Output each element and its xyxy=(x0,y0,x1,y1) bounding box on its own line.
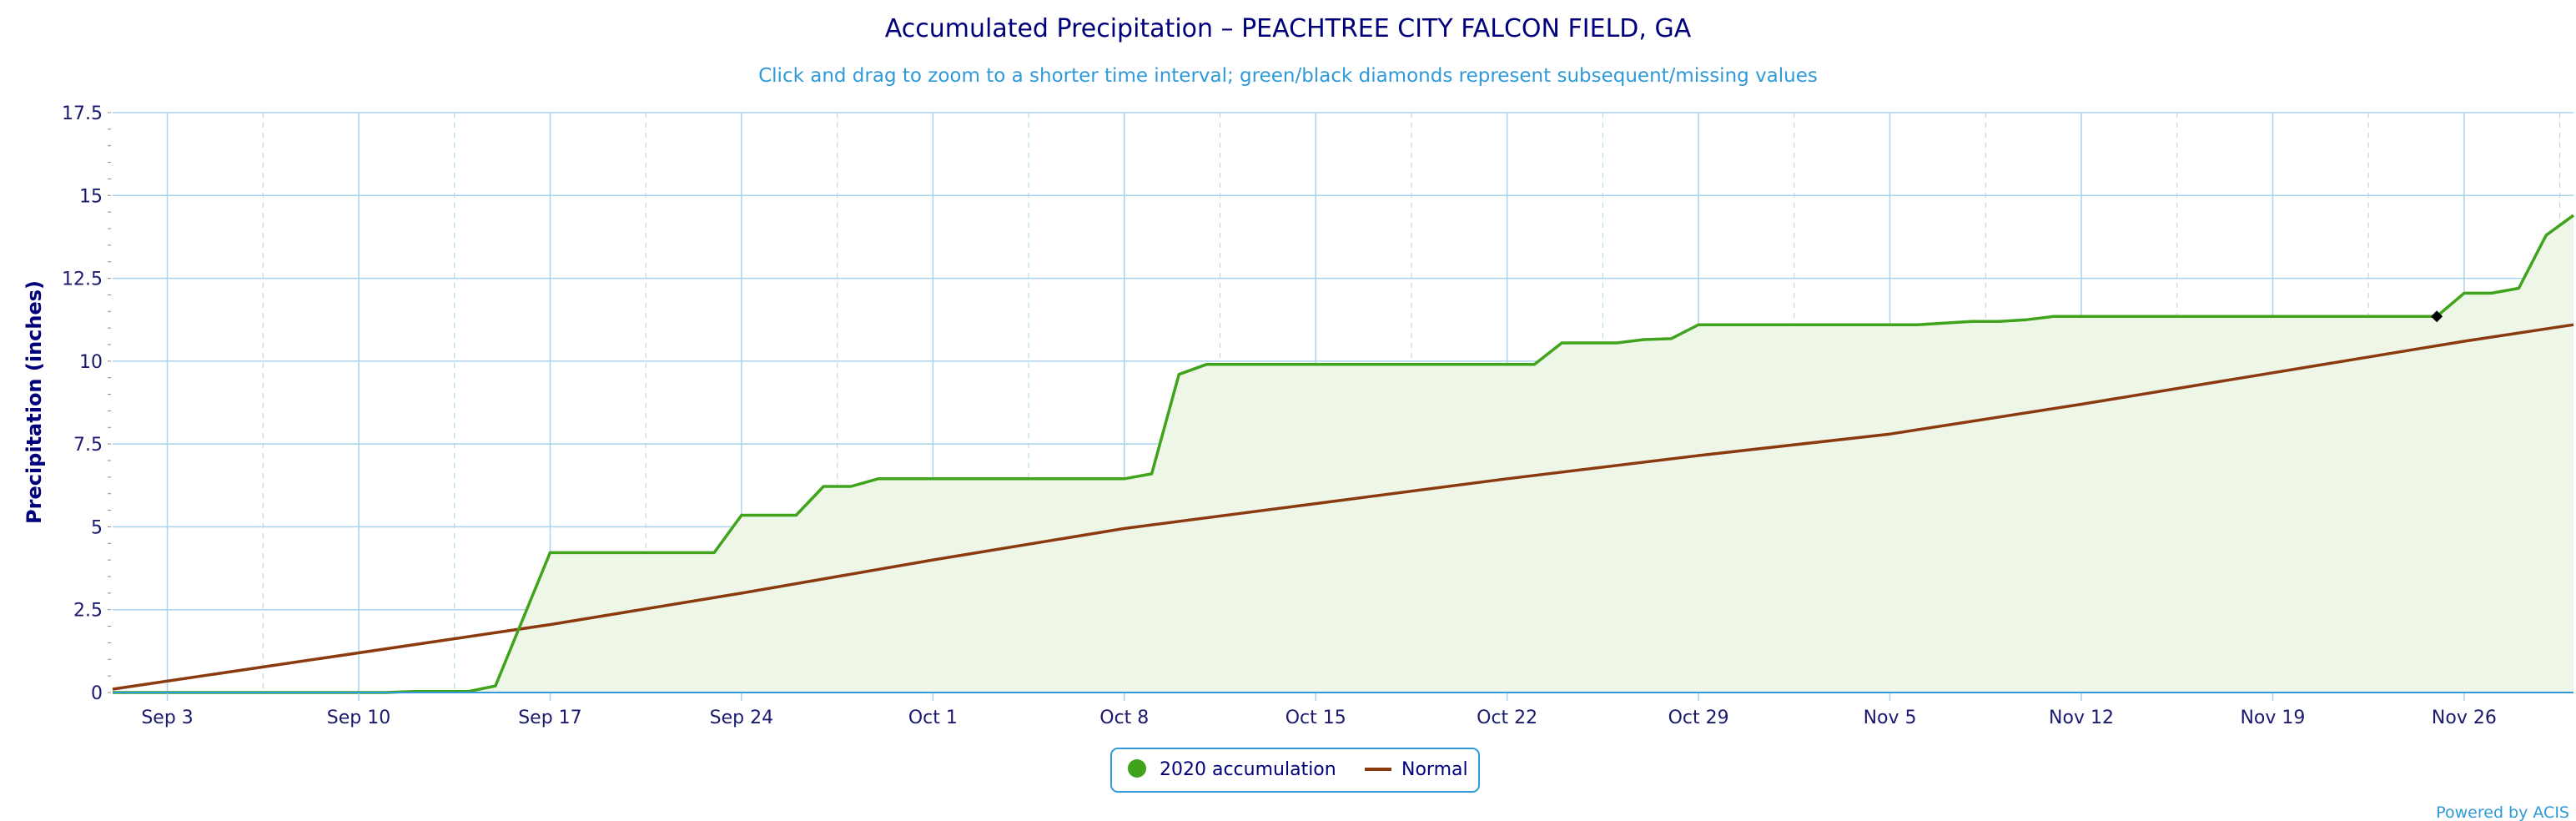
y-tick-label: 17.5 xyxy=(62,103,103,124)
x-tick-label: Nov 12 xyxy=(2049,708,2114,728)
credit-link[interactable]: Powered by ACIS xyxy=(2436,803,2569,821)
legend[interactable]: 2020 accumulation Normal xyxy=(1110,748,1480,793)
legend-label-accumulation: 2020 accumulation xyxy=(1160,759,1336,780)
chart-title: Accumulated Precipitation – PEACHTREE CI… xyxy=(885,14,1692,43)
series-layer xyxy=(112,214,2575,694)
x-tick-label: Oct 8 xyxy=(1099,708,1149,728)
y-tick-label: 10 xyxy=(79,352,103,373)
x-tick-label: Sep 3 xyxy=(141,708,193,728)
accumulation-fill-layer xyxy=(113,215,2573,693)
x-tick-label: Oct 29 xyxy=(1668,708,1729,728)
legend-box xyxy=(1110,748,1480,793)
marker-layer xyxy=(2431,310,2443,323)
y-tick-label: 0 xyxy=(91,683,103,704)
x-tick-label: Oct 1 xyxy=(908,708,958,728)
x-tick-label: Nov 19 xyxy=(2240,708,2305,728)
accumulation-legend-icon xyxy=(1128,759,1146,778)
x-tick-label: Nov 26 xyxy=(2432,708,2497,728)
legend-label-normal: Normal xyxy=(1401,759,1468,780)
x-tick-label: Oct 15 xyxy=(1285,708,1346,728)
x-tick-label: Oct 22 xyxy=(1477,708,1537,728)
y-tick-label: 2.5 xyxy=(73,601,103,622)
legend-item-normal[interactable]: Normal xyxy=(1365,759,1468,780)
x-tick-label: Nov 5 xyxy=(1864,708,1917,728)
x-tick-label: Sep 24 xyxy=(710,708,773,728)
accumulation-line[interactable] xyxy=(113,214,2575,694)
x-tick-label: Sep 17 xyxy=(518,708,581,728)
normal-line[interactable] xyxy=(112,323,2574,691)
y-tick-label: 5 xyxy=(91,517,103,538)
accumulation-area xyxy=(113,215,2573,693)
y-tick-label: 7.5 xyxy=(73,435,103,456)
axis-layer xyxy=(108,112,2573,701)
y-tick-labels: 0 2.5 5 7.5 10 12.5 15 17.5 xyxy=(62,103,103,704)
y-tick-label: 12.5 xyxy=(62,269,103,290)
legend-item-accumulation[interactable]: 2020 accumulation xyxy=(1128,759,1336,780)
y-axis-label: Precipitation (inches) xyxy=(23,280,46,524)
x-tick-labels: Sep 3 Sep 10 Sep 17 Sep 24 Oct 1 Oct 8 Oct 15 O… xyxy=(141,708,2497,728)
x-tick-label: Sep 10 xyxy=(327,708,390,728)
chart-subtitle: Click and drag to zoom to a shorter time… xyxy=(758,65,1818,87)
y-tick-label: 15 xyxy=(79,186,103,207)
missing-value-marker[interactable] xyxy=(2431,310,2443,323)
